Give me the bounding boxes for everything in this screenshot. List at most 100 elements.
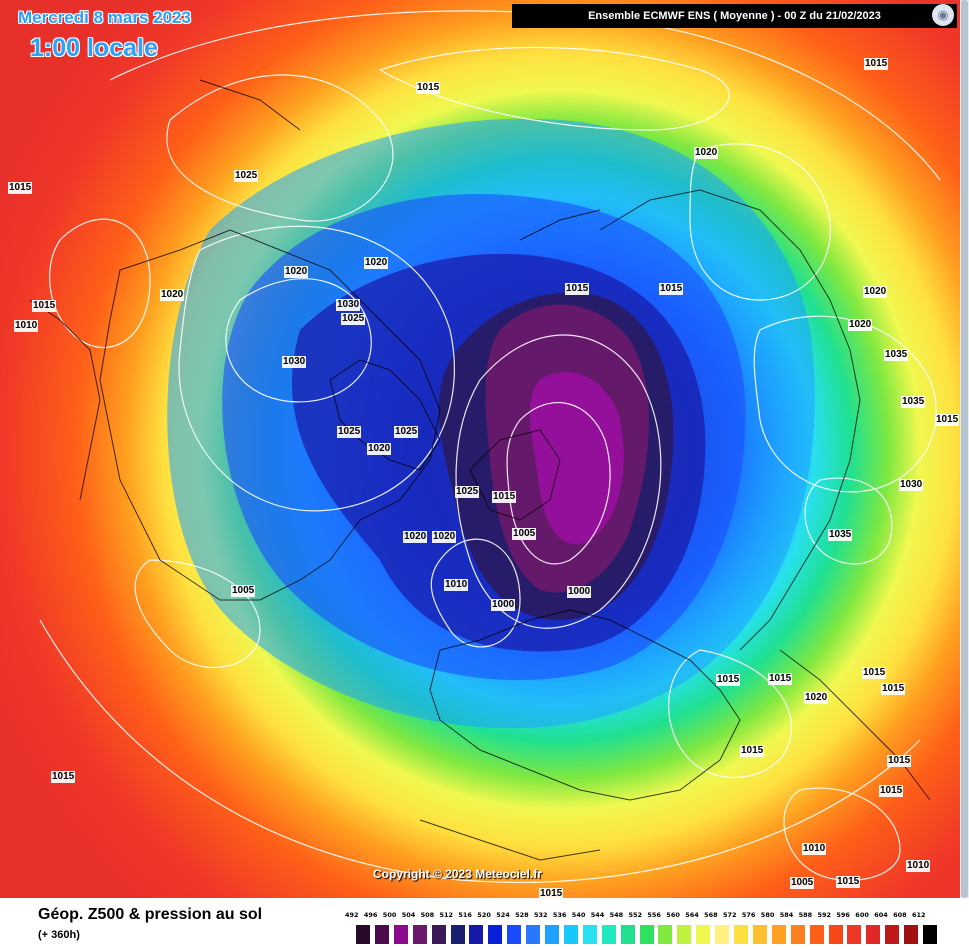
legend-swatch: [526, 925, 541, 944]
pressure-label: 1015: [51, 771, 76, 783]
legend-swatch: [488, 925, 503, 944]
isobars: [39, 10, 941, 883]
pressure-label: 1020: [160, 289, 185, 301]
legend-value: 592: [817, 911, 832, 919]
legend-swatch: [809, 925, 824, 944]
map-title: Géop. Z500 & pression au sol: [38, 906, 263, 923]
legend-value: 536: [552, 911, 567, 919]
pressure-label: 1010: [14, 320, 39, 332]
forecast-local-time: 1:00 locale: [30, 34, 158, 62]
pressure-label: 1015: [539, 888, 564, 898]
legend-swatch: [923, 925, 937, 944]
pressure-label: 1025: [337, 426, 362, 438]
pressure-label: 1020: [804, 692, 829, 704]
legend-value: 508: [420, 911, 435, 919]
pressure-label: 1015: [836, 876, 861, 888]
legend-swatch: [374, 925, 389, 944]
legend-value: 596: [836, 911, 850, 919]
pressure-label: 1020: [367, 443, 392, 455]
legend-value: 548: [609, 911, 624, 919]
legend-value: 500: [382, 911, 397, 919]
legend-swatch: [601, 925, 616, 944]
legend-value: 532: [534, 911, 548, 919]
pressure-label: 1020: [432, 531, 457, 543]
vertical-scrollbar[interactable]: [960, 0, 969, 898]
pressure-label: 1015: [32, 300, 57, 312]
legend-swatch: [734, 925, 748, 944]
legend-swatch: [847, 925, 862, 944]
legend-value: 524: [496, 911, 510, 919]
pressure-label: 1015: [416, 82, 441, 94]
pressure-label: 1020: [848, 319, 873, 331]
legend-swatch: [790, 925, 805, 944]
legend-swatch: [828, 925, 843, 944]
pressure-label: 1000: [491, 599, 516, 611]
geopotential-field: [0, 0, 960, 898]
forecast-date: Mercredi 8 mars 2023: [18, 8, 191, 27]
pressure-label: 1015: [768, 673, 793, 685]
pressure-label: 1015: [492, 491, 517, 503]
pressure-label: 1035: [828, 529, 853, 541]
legend-value: 504: [401, 911, 416, 919]
legend-swatch: [431, 925, 446, 944]
legend-swatch: [658, 925, 673, 944]
legend-value: 564: [685, 911, 699, 919]
legend-value: 612: [912, 911, 926, 919]
weather-map: Mercredi 8 mars 2023 1:00 locale Ensembl…: [0, 0, 960, 898]
legend-value: 512: [439, 911, 454, 919]
legend-swatch: [866, 925, 881, 944]
pressure-label: 1015: [740, 745, 765, 757]
legend-value: 568: [704, 911, 718, 919]
legend-value: 572: [723, 911, 737, 919]
legend-value: 496: [363, 911, 378, 919]
pressure-label: 1025: [455, 486, 480, 498]
legend-swatch: [450, 925, 465, 944]
color-scale-legend: 492 496 500 504 508 512 516 520 524 528 532 536 540 5…: [345, 911, 942, 947]
legend-swatch: [412, 925, 427, 944]
pressure-label: 1025: [234, 170, 259, 182]
legend-value: 580: [760, 911, 775, 919]
legend-value: 608: [893, 911, 907, 919]
legend-swatch: [715, 925, 730, 944]
pressure-label: 1010: [906, 860, 931, 872]
pressure-label: 1035: [901, 396, 926, 408]
legend-value: 556: [647, 911, 661, 919]
legend-swatch: [393, 925, 408, 944]
pressure-label: 1005: [512, 528, 537, 540]
pressure-label: 1020: [694, 147, 719, 159]
copyright-notice: Copyright © 2023 Meteociel.fr: [373, 867, 542, 881]
coastlines: [29, 79, 931, 861]
pressure-label: 1000: [567, 586, 592, 598]
pressure-label: 1015: [864, 58, 889, 70]
legend-swatch: [771, 925, 786, 944]
legend-value: 600: [855, 911, 869, 919]
pressure-label: 1030: [282, 356, 307, 368]
pressure-label: 1030: [336, 299, 361, 311]
legend-value: 540: [571, 911, 586, 919]
legend-swatch: [752, 925, 767, 944]
legend-value: 552: [628, 911, 643, 919]
pressure-label: 1020: [284, 266, 309, 278]
scrollbar-thumb[interactable]: [961, 0, 968, 898]
legend-swatch: [639, 925, 654, 944]
pressure-label: 1020: [364, 257, 389, 269]
camera-icon[interactable]: ◉: [932, 4, 954, 26]
pressure-label: 1025: [341, 313, 366, 325]
legend-value: 604: [874, 911, 888, 919]
legend-swatch: [356, 925, 370, 944]
legend-value: 544: [590, 911, 605, 919]
pressure-label: 1025: [394, 426, 419, 438]
legend-swatch: [885, 925, 900, 944]
legend-swatch: [904, 925, 919, 944]
pressure-label: 1015: [887, 755, 912, 767]
legend-value: 560: [666, 911, 680, 919]
legend-swatch: [507, 925, 522, 944]
pressure-label: 1015: [862, 667, 887, 679]
legend-value: 576: [741, 911, 756, 919]
pressure-label: 1020: [403, 531, 428, 543]
pressure-label: 1015: [659, 283, 684, 295]
legend-value: 492: [345, 911, 359, 919]
pressure-label: 1005: [790, 877, 815, 889]
legend-value: 516: [458, 911, 472, 919]
pressure-label: 1015: [879, 785, 904, 797]
